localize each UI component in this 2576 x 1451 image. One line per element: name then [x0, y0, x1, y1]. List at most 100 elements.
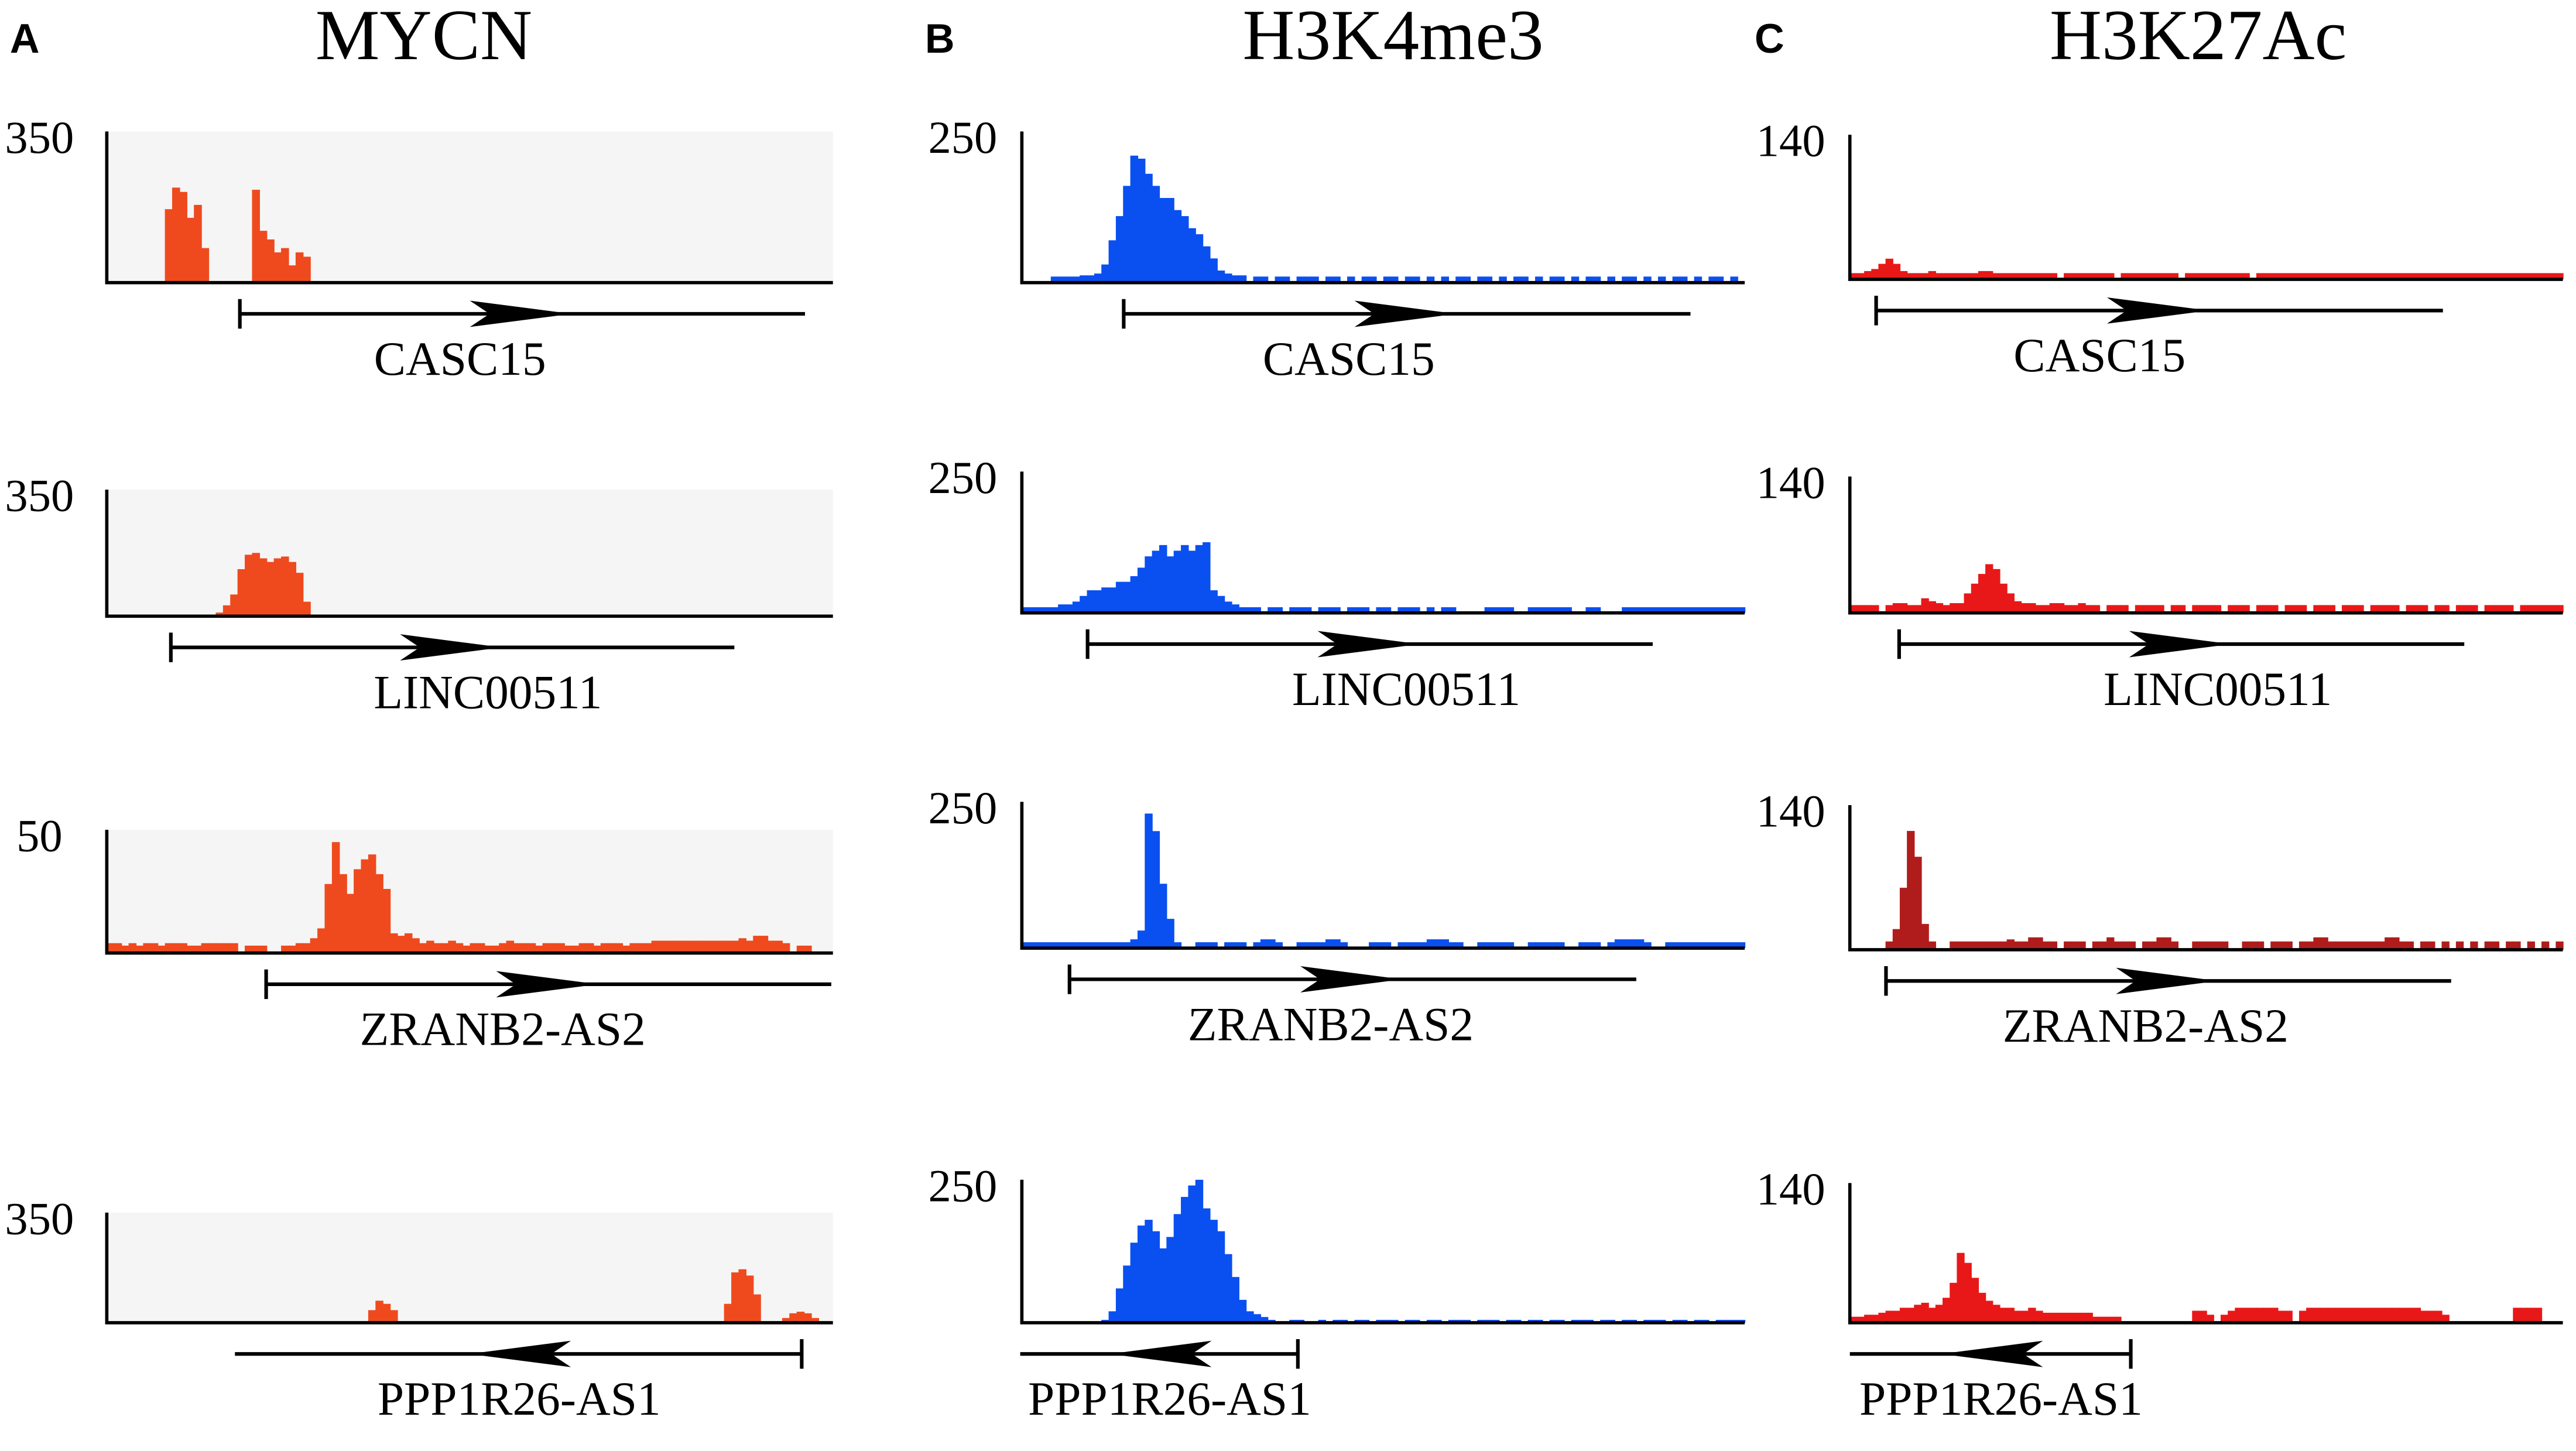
signal-bar — [1426, 607, 1435, 613]
signal-bar — [1542, 607, 1550, 613]
signal-bar — [1992, 1305, 2000, 1323]
signal-bar — [2399, 273, 2407, 280]
signal-bar — [1115, 581, 1124, 613]
signal-bar — [1448, 607, 1457, 613]
signal-bar — [1849, 273, 1858, 280]
signal-bar — [2056, 603, 2065, 613]
signal-bar — [2506, 941, 2514, 950]
gene-model — [1897, 629, 2465, 659]
signal-bar — [2270, 941, 2279, 950]
signal-bar — [1694, 607, 1703, 613]
signal-bar — [1643, 276, 1652, 283]
signal-bar — [1928, 271, 1936, 280]
signal-bar — [382, 889, 391, 953]
track-background — [107, 1212, 833, 1323]
signal-bar — [2313, 937, 2321, 950]
signal-bar — [2406, 1308, 2414, 1323]
arrow-right-icon — [2106, 297, 2209, 324]
signal-bar — [339, 874, 347, 953]
signal-bar — [1950, 941, 1958, 950]
signal-bar — [1108, 240, 1117, 283]
signal-bar — [1715, 942, 1724, 949]
signal-bar — [2520, 605, 2528, 613]
signal-bar — [1181, 216, 1189, 283]
signal-bar — [1643, 607, 1652, 613]
signal-bar — [361, 859, 369, 953]
signal-bar — [2156, 605, 2164, 613]
signal-bar — [186, 218, 195, 283]
signal-bar — [1130, 1243, 1139, 1323]
signal-bar — [273, 558, 282, 617]
signal-bar — [1159, 1248, 1167, 1323]
panel-title-h3k4me3: H3K4me3 — [1242, 0, 1543, 75]
signal-bar — [1441, 939, 1449, 949]
gene-model — [1020, 1339, 1300, 1369]
signal-bar — [1072, 276, 1081, 283]
signal-bar — [1253, 607, 1261, 613]
arrow-right-icon — [2129, 631, 2231, 658]
signal-bar — [463, 945, 471, 953]
gene-model — [1884, 966, 2451, 996]
signal-bar — [1181, 1197, 1189, 1323]
signal-bar — [1412, 276, 1420, 283]
signal-bar — [1999, 1308, 2008, 1323]
signal-bar — [2020, 273, 2029, 280]
signal-bar — [1203, 942, 1211, 949]
signal-bar — [484, 945, 492, 953]
signal-bar — [1885, 1310, 1893, 1323]
signal-bar — [2085, 1312, 2093, 1323]
track-axis — [1020, 471, 1745, 615]
signal-bar — [1137, 158, 1146, 283]
signal-bar — [266, 562, 275, 617]
signal-bar — [303, 943, 311, 953]
signal-bar — [1985, 564, 1993, 613]
signal-bar — [2320, 1308, 2328, 1323]
signal-bar — [1231, 942, 1239, 949]
signal-bar — [2035, 1310, 2043, 1323]
signal-bar — [2163, 937, 2171, 950]
signal-bar — [2385, 937, 2393, 950]
signal-bar — [1383, 942, 1392, 949]
signal-bar — [2356, 273, 2364, 280]
signal-bar — [2484, 605, 2492, 613]
signal-bar — [252, 190, 260, 283]
signal-bar — [1123, 1265, 1131, 1323]
signal-bar — [419, 943, 427, 953]
signal-bar — [2228, 605, 2236, 613]
signal-bar — [2256, 941, 2265, 950]
signal-bar — [288, 945, 296, 953]
gene-model — [235, 1339, 804, 1369]
signal-bar — [1549, 942, 1558, 949]
track-axis — [1848, 1183, 2563, 1325]
signal-bar — [2327, 941, 2335, 950]
signal-bar — [2349, 941, 2357, 950]
signal-bar — [2092, 273, 2101, 280]
signal-bar — [2220, 273, 2229, 280]
y-max-label: 140 — [1756, 115, 1825, 166]
arrow-right-icon — [1300, 966, 1403, 993]
signal-bar — [2342, 1308, 2350, 1323]
signal-bar — [2506, 273, 2514, 280]
signal-bar — [1950, 603, 1958, 613]
signal-bar — [331, 842, 340, 953]
signal-bar — [2527, 941, 2535, 950]
arrow-right-icon — [1317, 631, 1420, 658]
signal-bar — [1260, 276, 1269, 283]
signal-bar — [2156, 273, 2164, 280]
signal-bar — [2320, 273, 2328, 280]
gene-label-zranb2-as2: ZRANB2-AS2 — [1188, 997, 1474, 1050]
signal-bar — [1992, 941, 2000, 950]
signal-bar — [2013, 273, 2022, 280]
gene-label-casc15: CASC15 — [374, 332, 546, 385]
signal-bar — [2170, 941, 2179, 950]
signal-bar — [1999, 273, 2008, 280]
signal-bar — [527, 943, 536, 953]
signal-bar — [1412, 607, 1420, 613]
signal-bar — [1914, 857, 1922, 950]
signal-bar — [2406, 941, 2414, 950]
signal-bar — [1571, 276, 1580, 283]
signal-bar — [1159, 198, 1167, 283]
signal-bar — [2235, 1308, 2243, 1323]
signal-bar — [1195, 545, 1204, 613]
signal-bar — [2049, 941, 2057, 950]
